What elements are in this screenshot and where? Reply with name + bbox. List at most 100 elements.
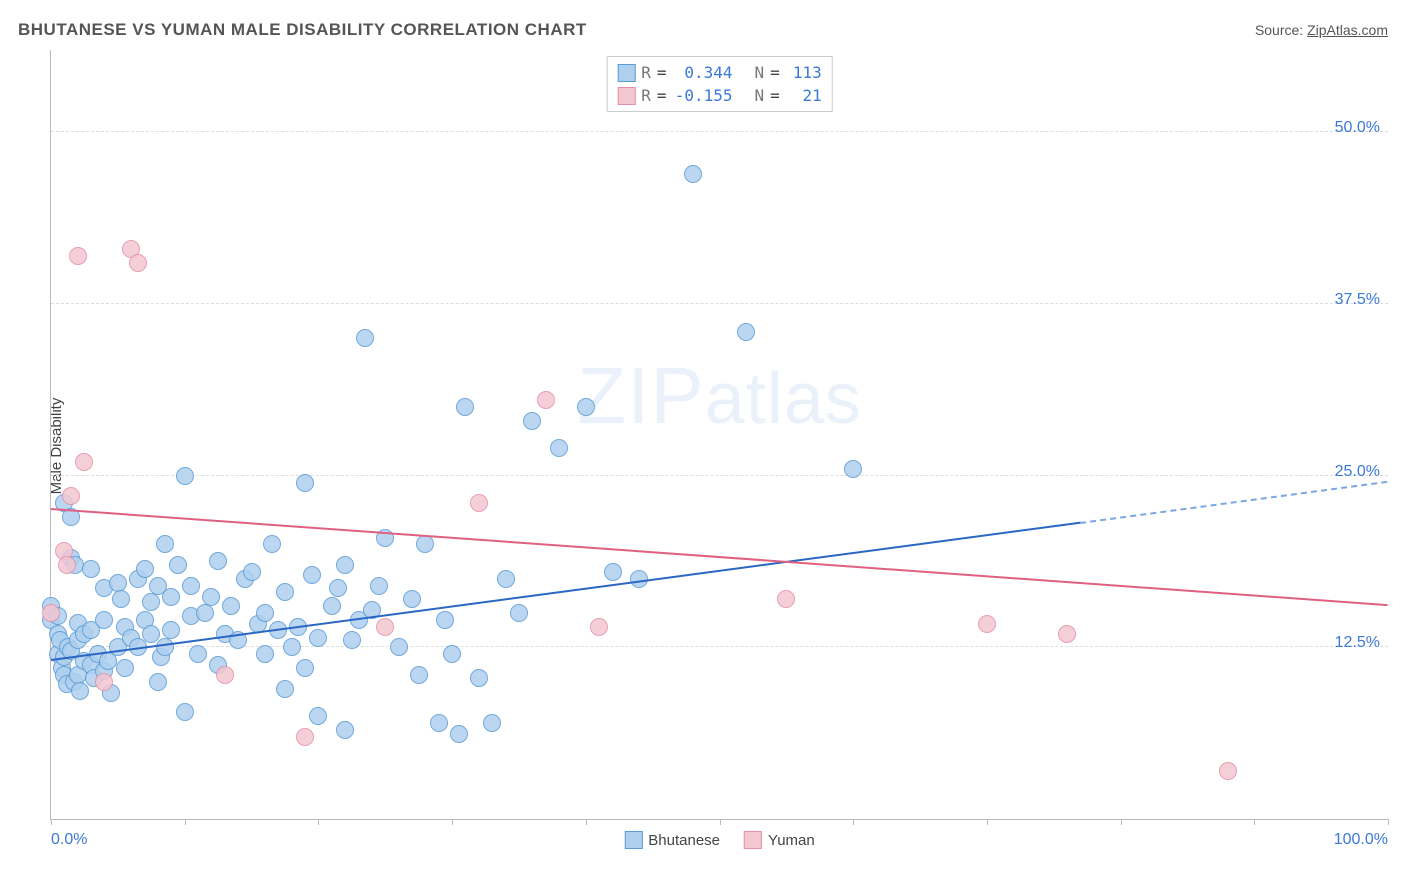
- correlation-stats-box: R=0.344N=113R=-0.155N=21: [606, 56, 833, 112]
- data-point-bhutanese: [483, 714, 501, 732]
- data-point-bhutanese: [156, 535, 174, 553]
- data-point-bhutanese: [202, 588, 220, 606]
- x-tick: [318, 819, 319, 825]
- data-point-bhutanese: [82, 560, 100, 578]
- legend-label: Yuman: [768, 832, 815, 849]
- x-tick: [853, 819, 854, 825]
- data-point-bhutanese: [189, 645, 207, 663]
- data-point-bhutanese: [156, 638, 174, 656]
- gridline-horizontal: [51, 475, 1388, 476]
- r-label: R: [641, 63, 651, 82]
- gridline-horizontal: [51, 303, 1388, 304]
- source-prefix: Source:: [1255, 22, 1307, 38]
- data-point-yuman: [537, 391, 555, 409]
- data-point-yuman: [777, 590, 795, 608]
- data-point-bhutanese: [443, 645, 461, 663]
- data-point-bhutanese: [296, 474, 314, 492]
- legend-item-yuman: Yuman: [744, 831, 815, 849]
- chart-title: BHUTANESE VS YUMAN MALE DISABILITY CORRE…: [18, 20, 587, 40]
- data-point-bhutanese: [523, 412, 541, 430]
- trendline-yuman: [51, 508, 1388, 606]
- data-point-bhutanese: [112, 590, 130, 608]
- data-point-bhutanese: [243, 563, 261, 581]
- data-point-yuman: [75, 453, 93, 471]
- data-point-yuman: [58, 556, 76, 574]
- data-point-bhutanese: [550, 439, 568, 457]
- legend-swatch-yuman: [744, 831, 762, 849]
- data-point-yuman: [978, 615, 996, 633]
- data-point-bhutanese: [256, 604, 274, 622]
- data-point-bhutanese: [142, 593, 160, 611]
- data-point-bhutanese: [116, 659, 134, 677]
- y-tick-label: 12.5%: [1335, 634, 1380, 652]
- n-value: 21: [786, 86, 822, 105]
- data-point-yuman: [376, 618, 394, 636]
- data-point-bhutanese: [222, 597, 240, 615]
- scatter-plot-area: ZIPatlas R=0.344N=113R=-0.155N=21 Bhutan…: [50, 50, 1388, 820]
- data-point-bhutanese: [456, 398, 474, 416]
- legend-item-bhutanese: Bhutanese: [624, 831, 720, 849]
- data-point-bhutanese: [162, 588, 180, 606]
- data-point-bhutanese: [390, 638, 408, 656]
- n-label: N: [755, 86, 765, 105]
- x-max-label: 100.0%: [1334, 831, 1388, 849]
- data-point-bhutanese: [169, 556, 187, 574]
- data-point-yuman: [129, 254, 147, 272]
- source-attribution: Source: ZipAtlas.com: [1255, 22, 1388, 38]
- data-point-bhutanese: [684, 165, 702, 183]
- data-point-bhutanese: [136, 560, 154, 578]
- data-point-bhutanese: [309, 629, 327, 647]
- data-point-bhutanese: [296, 659, 314, 677]
- x-tick: [51, 819, 52, 825]
- data-point-bhutanese: [430, 714, 448, 732]
- data-point-bhutanese: [276, 680, 294, 698]
- data-point-bhutanese: [336, 721, 354, 739]
- x-tick: [586, 819, 587, 825]
- y-tick-label: 50.0%: [1335, 119, 1380, 137]
- data-point-bhutanese: [343, 631, 361, 649]
- gridline-horizontal: [51, 131, 1388, 132]
- data-point-bhutanese: [370, 577, 388, 595]
- equals-sign: =: [770, 63, 780, 82]
- data-point-bhutanese: [109, 574, 127, 592]
- data-point-bhutanese: [276, 583, 294, 601]
- data-point-bhutanese: [176, 467, 194, 485]
- data-point-bhutanese: [329, 579, 347, 597]
- equals-sign: =: [657, 86, 667, 105]
- data-point-bhutanese: [263, 535, 281, 553]
- gridline-horizontal: [51, 646, 1388, 647]
- data-point-bhutanese: [450, 725, 468, 743]
- data-point-bhutanese: [510, 604, 528, 622]
- data-point-bhutanese: [309, 707, 327, 725]
- data-point-bhutanese: [256, 645, 274, 663]
- data-point-bhutanese: [844, 460, 862, 478]
- data-point-yuman: [470, 494, 488, 512]
- r-label: R: [641, 86, 651, 105]
- y-tick-label: 37.5%: [1335, 291, 1380, 309]
- n-value: 113: [786, 63, 822, 82]
- data-point-bhutanese: [604, 563, 622, 581]
- equals-sign: =: [770, 86, 780, 105]
- data-point-yuman: [1058, 625, 1076, 643]
- data-point-bhutanese: [182, 577, 200, 595]
- data-point-bhutanese: [283, 638, 301, 656]
- data-point-bhutanese: [497, 570, 515, 588]
- data-point-yuman: [590, 618, 608, 636]
- data-point-bhutanese: [416, 535, 434, 553]
- data-point-yuman: [95, 673, 113, 691]
- x-tick: [185, 819, 186, 825]
- x-tick: [1121, 819, 1122, 825]
- x-min-label: 0.0%: [51, 831, 87, 849]
- data-point-bhutanese: [209, 552, 227, 570]
- data-point-yuman: [296, 728, 314, 746]
- data-point-bhutanese: [149, 673, 167, 691]
- data-point-yuman: [216, 666, 234, 684]
- x-tick: [452, 819, 453, 825]
- data-point-bhutanese: [410, 666, 428, 684]
- data-point-bhutanese: [176, 703, 194, 721]
- data-point-bhutanese: [196, 604, 214, 622]
- data-point-bhutanese: [403, 590, 421, 608]
- data-point-bhutanese: [323, 597, 341, 615]
- y-tick-label: 25.0%: [1335, 463, 1380, 481]
- source-link[interactable]: ZipAtlas.com: [1307, 22, 1388, 38]
